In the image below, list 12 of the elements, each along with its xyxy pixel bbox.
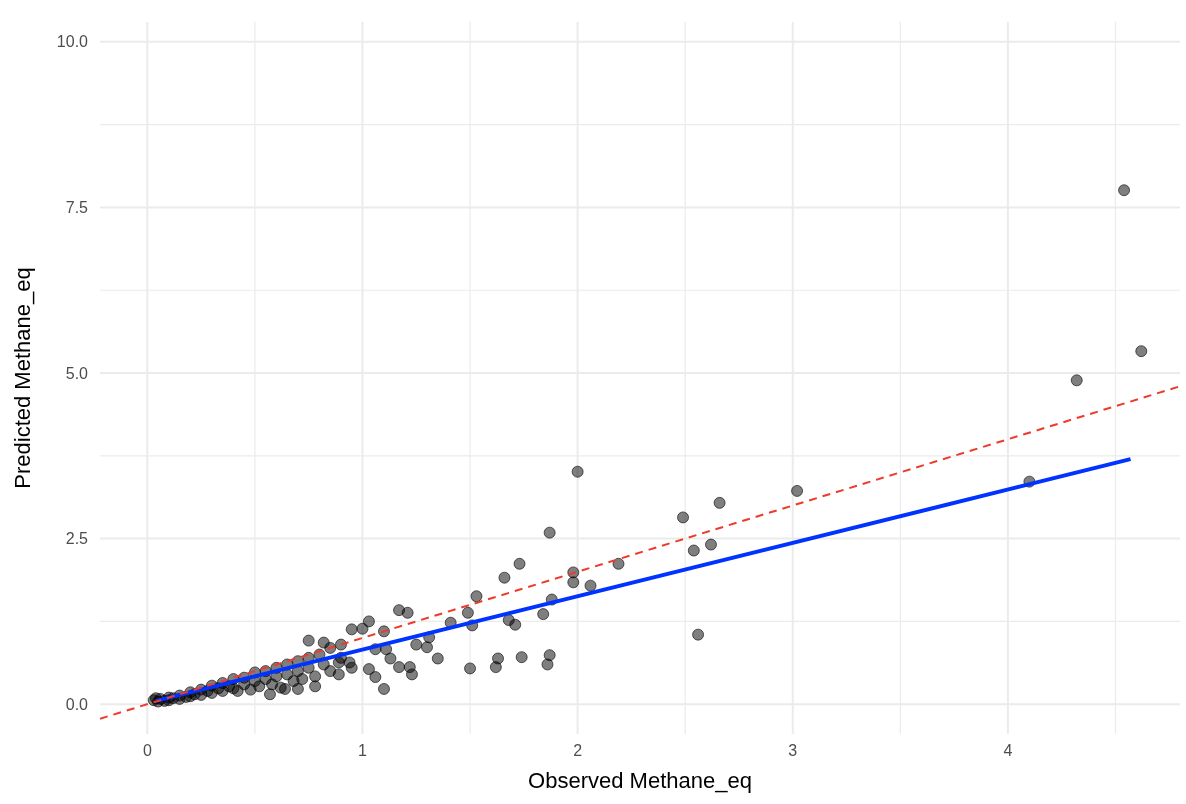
y-tick-label: 5.0 xyxy=(65,364,89,382)
x-tick-label: 3 xyxy=(788,742,798,759)
y-axis-title: Predicted Methane_eq xyxy=(10,267,35,489)
y-tick-label: 10.0 xyxy=(56,33,89,51)
x-tick-label: 0 xyxy=(142,742,152,759)
y-tick-label: 7.5 xyxy=(65,199,89,217)
x-tick-label: 1 xyxy=(358,742,368,759)
x-tick-label: 2 xyxy=(573,742,583,759)
x-tick-label: 4 xyxy=(1003,742,1013,759)
y-tick-label: 2.5 xyxy=(65,530,89,548)
x-axis-title: Observed Methane_eq xyxy=(528,768,752,793)
y-tick-label: 0.0 xyxy=(65,695,89,713)
